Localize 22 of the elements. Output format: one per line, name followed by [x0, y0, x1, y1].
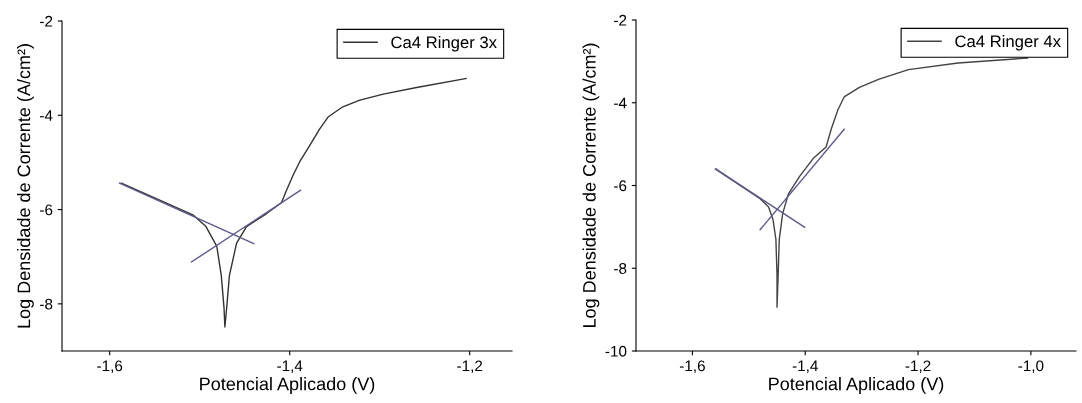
y-tick-label: -2: [40, 15, 53, 27]
y-axis-title: Log Densidade de Corrente (A/cm²): [17, 44, 34, 328]
x-tick-label: -1,6: [679, 360, 705, 374]
x-axis-title: Potencial Aplicado (V): [200, 377, 375, 394]
y-tick-label: -4: [40, 110, 53, 121]
y-tick-label: -8: [40, 298, 53, 310]
y-tick-label: -2: [614, 14, 627, 26]
legend-label: Ca4 Ringer 4x: [955, 35, 1061, 51]
x-tick-label: -1,6: [97, 360, 123, 374]
x-tick-label: -1,2: [905, 360, 931, 374]
y-tick-label: -10: [605, 345, 627, 357]
legend-label: Ca4 Ringer 3x: [391, 36, 497, 52]
y-tick-label: -4: [614, 97, 627, 109]
y-axis-title: Log Densidade de Corrente (A/cm²): [582, 43, 600, 328]
x-tick-label: -1,0: [1018, 360, 1044, 374]
x-tick-label: -1,4: [277, 360, 303, 374]
y-tick-label: -8: [614, 263, 627, 274]
y-tick-label: -6: [40, 204, 53, 216]
y-tick-label: -6: [614, 180, 627, 192]
x-tick-label: -1,4: [792, 360, 818, 374]
x-tick-label: -1,2: [457, 360, 483, 374]
x-axis-title: Potencial Aplicado (V): [769, 377, 944, 394]
